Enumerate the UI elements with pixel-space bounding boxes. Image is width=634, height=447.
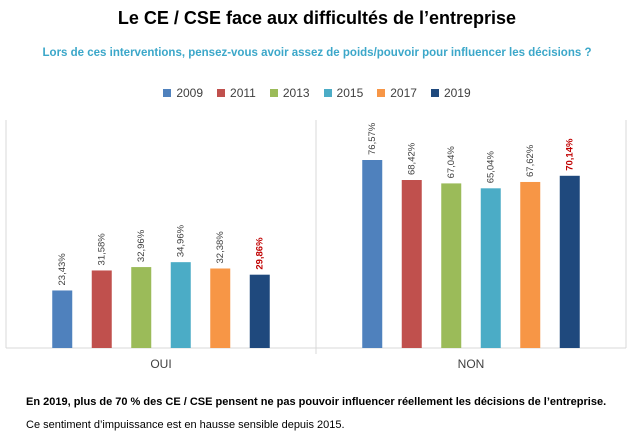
chart-subtitle: Lors de ces interventions, pensez-vous a… bbox=[42, 47, 592, 59]
bar-oui-2009 bbox=[52, 290, 73, 348]
bar-oui-2017 bbox=[210, 268, 231, 348]
bar-non-2011 bbox=[401, 180, 422, 348]
data-label: 32,96% bbox=[136, 229, 147, 262]
data-label: 23,43% bbox=[57, 253, 68, 286]
footer-highlight-text: En 2019, plus de 70 % des CE / CSE pense… bbox=[26, 396, 607, 408]
legend-label: 2009 bbox=[176, 86, 204, 100]
legend-label: 2017 bbox=[390, 86, 417, 100]
legend-item-2009: 2009 bbox=[163, 86, 203, 100]
data-label: 76,57% bbox=[367, 122, 378, 155]
bar-non-2017 bbox=[520, 181, 541, 348]
legend-swatch bbox=[163, 89, 172, 97]
data-label: 68,42% bbox=[406, 142, 417, 175]
x-tick-label: NON bbox=[458, 357, 485, 371]
legend-swatch bbox=[323, 89, 332, 97]
data-label: 67,62% bbox=[525, 144, 536, 177]
legend-item-2015: 2015 bbox=[323, 86, 364, 100]
bar-non-2009 bbox=[362, 160, 383, 348]
data-label: 70,14% bbox=[564, 138, 575, 171]
legend-item-2011: 2011 bbox=[217, 86, 256, 100]
data-label: 65,04% bbox=[485, 151, 496, 184]
bar-non-2015 bbox=[480, 188, 501, 348]
legend-item-2013: 2013 bbox=[269, 86, 310, 100]
data-label: 67,04% bbox=[446, 146, 457, 179]
footer-note-text: Ce sentiment d’impuissance est en hausse… bbox=[26, 419, 345, 431]
bar-oui-2019 bbox=[249, 274, 270, 348]
data-label: 32,38% bbox=[215, 231, 226, 264]
page-title: Le CE / CSE face aux difficultés de l’en… bbox=[117, 8, 517, 28]
bar-oui-2011 bbox=[91, 270, 112, 348]
data-label: 29,86% bbox=[254, 237, 265, 270]
legend-swatch bbox=[377, 89, 386, 97]
data-label: 31,58% bbox=[96, 233, 107, 266]
bar-non-2013 bbox=[441, 183, 462, 348]
chart-legend: 2009 2011 2013 2015 2017 2019 bbox=[0, 86, 634, 100]
x-tick-label: OUI bbox=[150, 357, 171, 371]
legend-swatch bbox=[430, 89, 439, 97]
legend-label: 2019 bbox=[443, 86, 471, 100]
legend-swatch bbox=[269, 89, 278, 97]
bar-non-2019 bbox=[559, 175, 580, 348]
legend-item-2019: 2019 bbox=[430, 86, 471, 100]
legend-swatch bbox=[217, 89, 226, 97]
legend-item-2017: 2017 bbox=[377, 86, 417, 100]
bar-oui-2013 bbox=[131, 267, 152, 348]
legend-label: 2013 bbox=[282, 86, 310, 100]
bar-oui-2015 bbox=[170, 262, 191, 348]
data-label: 34,96% bbox=[175, 224, 186, 257]
legend-label: 2015 bbox=[336, 86, 364, 100]
legend-label: 2011 bbox=[230, 86, 256, 100]
